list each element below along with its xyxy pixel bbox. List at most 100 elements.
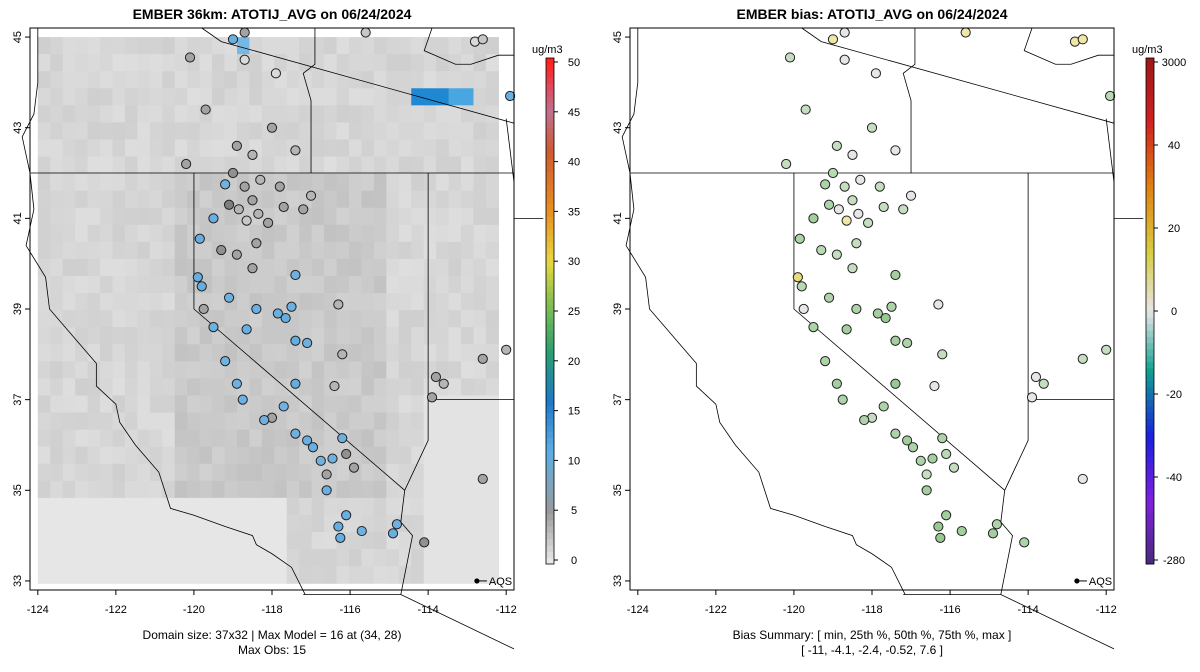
station-marker (220, 179, 231, 190)
station-marker (286, 301, 297, 312)
station-marker (870, 68, 882, 79)
station-marker (794, 233, 805, 244)
station-marker (827, 34, 839, 45)
panel-title: EMBER bias: ATOTIJ_AVG on 06/24/2024 (736, 6, 1008, 22)
station-marker (823, 292, 835, 303)
state-boundary (1023, 27, 1114, 65)
station-marker (298, 204, 309, 215)
y-tick-label: 45 (12, 31, 24, 43)
station-marker (438, 378, 449, 389)
x-tick-label: -116 (939, 604, 960, 616)
station-marker (290, 378, 301, 389)
station-marker (227, 167, 239, 179)
station-marker (208, 322, 219, 333)
station-marker (477, 34, 488, 45)
station-marker (1104, 90, 1116, 102)
footer-bias-summary: Bias Summary: [ min, 25th %, 50th %, 75t… (732, 628, 1012, 642)
station-marker (991, 519, 1003, 530)
station-marker (251, 238, 262, 249)
station-marker (208, 213, 219, 224)
x-tick-label: -122 (105, 604, 127, 616)
station-marker (290, 269, 301, 281)
station-marker (341, 448, 352, 460)
station-marker (929, 380, 940, 392)
colorbar-label: 0 (1171, 306, 1177, 318)
station-marker (337, 433, 348, 444)
colorbar-label: 50 (568, 57, 580, 69)
station-marker (315, 455, 326, 466)
x-tick-label: -114 (1018, 604, 1039, 616)
y-tick-label: 43 (12, 122, 24, 134)
station-marker (880, 312, 891, 324)
station-marker (847, 263, 858, 274)
x-tick-label: -124 (27, 604, 49, 616)
colorbar-label: 5 (571, 505, 577, 517)
colorbar (545, 57, 555, 565)
station-marker (833, 204, 844, 215)
station-marker (956, 525, 967, 537)
station-marker (820, 179, 831, 190)
station-marker (837, 394, 848, 405)
y-tick-label: 41 (612, 212, 624, 224)
station-marker (241, 215, 252, 226)
station-marker (872, 308, 883, 319)
state-boundary (801, 27, 1115, 124)
station-marker (239, 181, 250, 192)
station-marker (1030, 371, 1042, 383)
station-marker (333, 299, 344, 310)
colorbar-label: 15 (568, 406, 580, 418)
station-marker (890, 378, 901, 389)
station-marker (816, 244, 827, 256)
station-marker (333, 521, 344, 532)
station-marker (290, 145, 301, 156)
station-marker (960, 27, 971, 38)
station-marker (851, 303, 862, 315)
colorbar-label: 40 (1168, 140, 1180, 152)
y-tick-label: 43 (612, 122, 624, 134)
station-marker (1077, 473, 1088, 485)
station-marker (348, 462, 360, 473)
station-marker (184, 52, 196, 63)
colorbar-label: 3000 (1162, 57, 1186, 69)
station-marker (356, 525, 367, 537)
colorbar-label: -20 (1166, 389, 1182, 401)
station-marker (321, 485, 332, 496)
station-marker (216, 244, 227, 256)
station-marker (223, 292, 235, 303)
map-plot: AQS -124 -122 -120 -118 -116 -114 -112 45 43 41 39 3… (12, 27, 580, 650)
station-marker (921, 485, 932, 496)
station-marker (241, 324, 252, 335)
y-tick-label: 35 (12, 484, 24, 496)
station-marker (839, 27, 850, 38)
station-marker (987, 528, 999, 539)
station-marker (847, 195, 858, 206)
station-marker (933, 299, 944, 310)
x-tick-label: -112 (496, 604, 517, 616)
station-marker (862, 217, 874, 228)
station-marker (781, 158, 792, 170)
station-marker (247, 149, 258, 161)
station-marker (808, 322, 819, 333)
plot-frame (629, 27, 1115, 591)
coastline (621, 28, 906, 595)
station-marker (192, 272, 203, 283)
station-marker (796, 281, 807, 292)
station-marker (302, 435, 313, 446)
state-boundary (902, 28, 916, 174)
station-marker (290, 335, 301, 346)
station-marker (841, 324, 852, 335)
colorbar-unit: ug/m3 (532, 44, 563, 56)
station-marker (329, 380, 340, 392)
y-tick-label: 33 (12, 575, 24, 587)
station-marker (941, 510, 952, 521)
aqs-legend-label: AQS (1089, 576, 1112, 588)
colorbar (1145, 57, 1155, 565)
station-marker (247, 263, 258, 274)
state-boundary (404, 173, 429, 491)
x-tick-label: -124 (627, 604, 649, 616)
station-marker (890, 335, 901, 346)
colorbar-label: 0 (571, 555, 577, 567)
station-marker (800, 104, 811, 115)
state-boundary (302, 28, 316, 174)
station-marker (247, 195, 258, 206)
